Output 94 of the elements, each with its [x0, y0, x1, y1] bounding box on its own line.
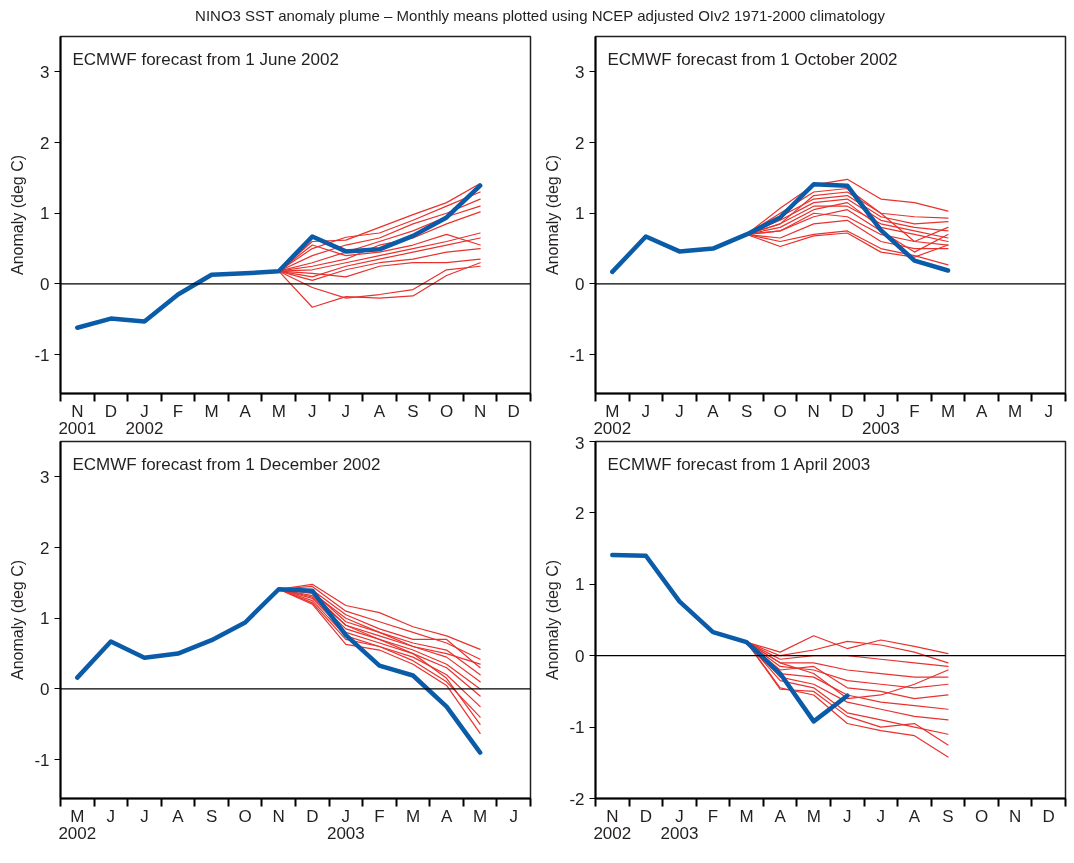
x-tick-label: N — [1009, 806, 1022, 826]
text: 2003 — [326, 823, 365, 843]
x-tick-label: J — [509, 806, 518, 826]
x-tick-label: M — [806, 806, 821, 826]
x-tick-label: N — [807, 401, 820, 421]
x-tick-label: D — [1042, 806, 1055, 826]
y-tick-label: -1 — [569, 346, 585, 366]
x-tick-label: M — [271, 401, 286, 421]
y-axis-title: Anomaly (deg C) — [9, 155, 27, 276]
x-tick-label: M — [605, 401, 620, 421]
x-tick-label: D — [639, 806, 652, 826]
x-tick-label: N — [71, 401, 84, 421]
x-tick-label: F — [374, 806, 385, 826]
x-tick-label: A — [707, 401, 720, 421]
x-tick-label: A — [908, 806, 921, 826]
x-tick-label: N — [272, 806, 285, 826]
x-tick-label: A — [373, 401, 386, 421]
x-tick-label: S — [740, 401, 753, 421]
y-tick-label: -1 — [569, 718, 585, 738]
x-tick-label: F — [909, 401, 920, 421]
y-axis-title: Anomaly (deg C) — [544, 155, 562, 276]
y-axis-title: Anomaly (deg C) — [544, 560, 562, 681]
x-tick-label: A — [975, 401, 988, 421]
x-tick-label: M — [70, 806, 85, 826]
text: 2003 — [660, 823, 699, 843]
y-tick-label: -1 — [34, 346, 50, 366]
x-tick-label: J — [675, 806, 684, 826]
y-tick-label: 2 — [40, 538, 50, 558]
x-tick-label: M — [1008, 401, 1023, 421]
text: 2001 — [58, 418, 97, 438]
x-tick-label: D — [306, 806, 319, 826]
y-tick-label: 3 — [575, 63, 585, 83]
x-tick-label: D — [507, 401, 520, 421]
x-tick-label: J — [140, 401, 149, 421]
text: 2002 — [593, 823, 632, 843]
x-tick-label: O — [238, 806, 252, 826]
x-tick-label: O — [439, 401, 454, 421]
y-tick-label: -2 — [569, 789, 585, 809]
x-tick-label: J — [106, 806, 116, 826]
y-tick-label: 3 — [40, 468, 50, 488]
y-tick-label: -1 — [34, 751, 50, 771]
x-tick-label: J — [140, 806, 149, 826]
x-tick-label: J — [876, 806, 886, 826]
x-tick-label: M — [940, 401, 956, 421]
y-tick-label: 3 — [40, 63, 50, 83]
x-tick-label: J — [341, 806, 351, 826]
y-tick-label: 1 — [40, 609, 50, 629]
text: 2002 — [593, 418, 632, 438]
x-tick-label: M — [405, 806, 421, 826]
y-tick-label: 3 — [575, 433, 585, 453]
x-tick-label: A — [172, 806, 185, 826]
x-tick-label: J — [675, 401, 684, 421]
text: ECMWF forecast from 1 June 2002 — [72, 49, 339, 69]
y-tick-label: 0 — [40, 275, 50, 295]
y-tick-label: 2 — [575, 133, 585, 153]
y-tick-label: 1 — [40, 204, 50, 224]
x-tick-label: S — [407, 401, 419, 421]
y-tick-label: 0 — [575, 275, 585, 295]
x-tick-label: J — [308, 401, 317, 421]
x-tick-label: J — [641, 401, 651, 421]
x-tick-label: O — [773, 401, 787, 421]
y-tick-label: 1 — [575, 204, 585, 224]
x-tick-label: S — [942, 806, 954, 826]
x-tick-label: M — [473, 806, 488, 826]
x-tick-label: O — [974, 806, 989, 826]
x-tick-label: J — [341, 401, 351, 421]
y-axis-title: Anomaly (deg C) — [9, 560, 27, 681]
text: ECMWF forecast from 1 April 2003 — [607, 454, 871, 474]
x-tick-label: F — [172, 401, 184, 421]
x-tick-label: S — [205, 806, 218, 826]
x-tick-label: N — [606, 806, 619, 826]
y-tick-label: 2 — [40, 133, 50, 153]
text: 2002 — [58, 823, 97, 843]
text: 2002 — [125, 418, 164, 438]
x-tick-label: M — [739, 806, 754, 826]
y-tick-label: 0 — [575, 647, 585, 667]
x-tick-label: A — [440, 806, 453, 826]
x-tick-label: D — [104, 401, 117, 421]
text: 2003 — [861, 418, 900, 438]
y-tick-label: 0 — [40, 680, 50, 700]
text: NINO3 SST anomaly plume – Monthly means plotted using NCEP adjusted OIv2 1971-2000 climatology — [195, 6, 885, 26]
y-tick-label: 1 — [575, 575, 585, 595]
x-tick-label: F — [707, 806, 719, 826]
x-tick-label: J — [876, 401, 886, 421]
x-tick-label: A — [774, 806, 787, 826]
x-tick-label: D — [841, 401, 854, 421]
x-tick-label: J — [843, 806, 852, 826]
x-tick-label: J — [1044, 401, 1053, 421]
x-tick-label: A — [239, 401, 252, 421]
text: ECMWF forecast from 1 December 2002 — [72, 454, 381, 474]
x-tick-label: N — [474, 401, 487, 421]
y-tick-label: 2 — [575, 504, 585, 524]
x-tick-label: M — [204, 401, 219, 421]
text: ECMWF forecast from 1 October 2002 — [607, 49, 898, 69]
